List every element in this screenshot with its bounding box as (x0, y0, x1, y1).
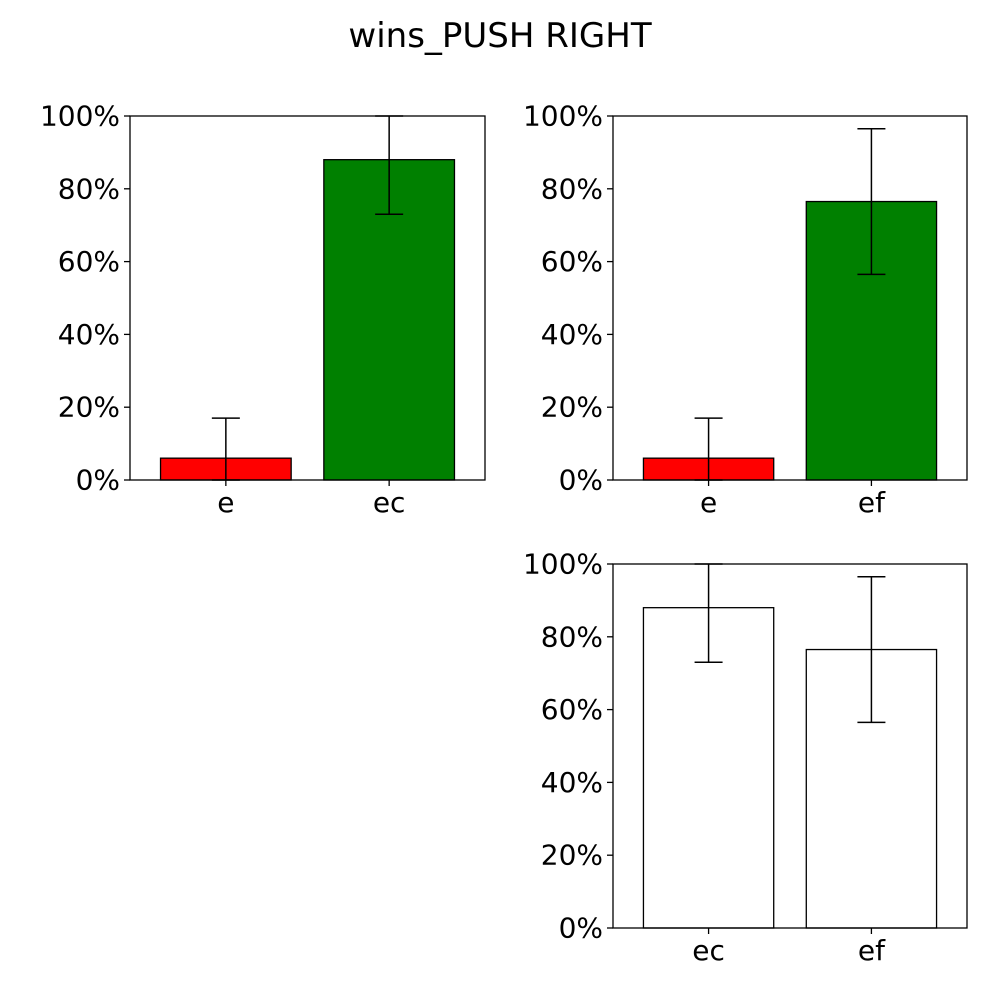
y-tick-label: 60% (58, 245, 120, 278)
y-tick-label: 40% (541, 318, 603, 351)
axes-frame (612, 115, 968, 481)
y-tick-label: 60% (541, 245, 603, 278)
subplot-top-left: 0% 20% 40% 60% 80% 100% e ec (40, 100, 486, 519)
y-tick-label: 20% (58, 391, 120, 424)
y-tick-label: 100% (523, 100, 603, 133)
y-tick-label: 60% (541, 693, 603, 726)
y-tick-label: 20% (541, 839, 603, 872)
y-tick-label: 0% (76, 464, 120, 497)
y-tick-label: 80% (58, 172, 120, 205)
y-tick-label: 40% (58, 318, 120, 351)
y-tick-label: 0% (559, 912, 603, 945)
y-tick-label: 20% (541, 391, 603, 424)
x-tick-label: ec (373, 486, 406, 519)
y-tick-label: 80% (541, 620, 603, 653)
y-tick-label: 40% (541, 766, 603, 799)
x-tick-label: e (217, 486, 234, 519)
subplot-bottom-right: 0% 20% 40% 60% 80% 100% ec ef (523, 548, 968, 967)
figure-title: wins_PUSH RIGHT (348, 16, 652, 56)
x-tick-label: ef (858, 486, 886, 519)
y-tick-label: 80% (541, 172, 603, 205)
axes-frame (612, 563, 968, 929)
subplot-top-right: 0% 20% 40% 60% 80% 100% e ef (523, 100, 968, 519)
x-tick-label: ef (858, 934, 886, 967)
x-tick-label: e (700, 486, 717, 519)
y-tick-label: 0% (559, 464, 603, 497)
axes-frame (129, 115, 486, 481)
y-tick-label: 100% (40, 100, 120, 133)
y-tick-label: 100% (523, 548, 603, 581)
x-tick-label: ec (692, 934, 725, 967)
